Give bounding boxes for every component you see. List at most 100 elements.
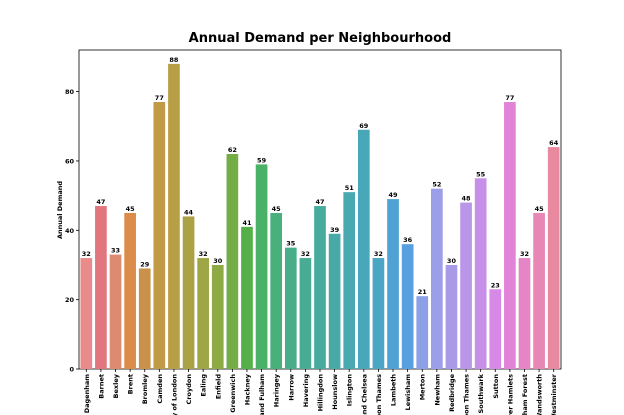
- value-label: 69: [359, 122, 369, 130]
- bar: [109, 254, 122, 369]
- bar: [124, 212, 136, 369]
- bar: [153, 102, 166, 370]
- bar: [314, 206, 326, 369]
- y-tick-label: 0: [69, 366, 74, 374]
- value-label: 55: [476, 170, 486, 178]
- x-tick-label: Greenwich: [229, 374, 237, 413]
- x-tick-label: Hackney: [243, 373, 251, 405]
- value-label: 44: [184, 208, 194, 216]
- value-label: 41: [242, 219, 252, 227]
- bar: [80, 258, 93, 369]
- x-tick-label: Havering: [302, 374, 310, 408]
- y-tick-label: 40: [65, 227, 75, 235]
- x-tick-label: Bromley: [141, 373, 149, 404]
- x-tick-label: Redbridge: [448, 373, 456, 411]
- bar: [489, 289, 502, 369]
- value-label: 77: [505, 94, 514, 102]
- x-tick-label: ltham Forest: [521, 374, 529, 415]
- x-tick-label: Harrow: [287, 374, 295, 401]
- bar: [226, 154, 239, 369]
- bar: [357, 129, 370, 369]
- value-label: 48: [462, 195, 472, 203]
- bar: [533, 212, 545, 369]
- x-tick-label: Ealing: [200, 374, 208, 397]
- bar: [445, 264, 458, 369]
- x-tick-label: Barnet: [97, 374, 105, 399]
- value-label: 59: [257, 156, 267, 164]
- x-tick-label: Croydon: [185, 374, 193, 405]
- x-tick-label: Haringey: [273, 373, 281, 407]
- value-label: 32: [374, 250, 383, 258]
- x-tick-label: Islington: [346, 374, 354, 407]
- bar: [431, 188, 443, 369]
- y-tick-label: 80: [65, 88, 75, 96]
- value-label: 45: [272, 205, 282, 213]
- value-label: 21: [418, 288, 428, 296]
- bar: [416, 296, 429, 369]
- bar: [95, 206, 107, 369]
- x-tick-label: Wandsworth: [536, 374, 544, 415]
- x-tick-label: pon Thames: [375, 374, 383, 415]
- bar: [474, 178, 487, 369]
- bar: [328, 233, 341, 369]
- bar: [518, 258, 531, 369]
- bar: [241, 226, 253, 369]
- value-label: 33: [111, 247, 120, 255]
- value-label: 47: [315, 198, 324, 206]
- value-label: 29: [140, 260, 150, 268]
- x-tick-label: Merton: [419, 374, 427, 401]
- bar: [255, 164, 268, 369]
- value-label: 32: [301, 250, 310, 258]
- value-label: 39: [330, 226, 340, 234]
- x-tick-label: wer Hamlets: [506, 374, 514, 415]
- bar: [270, 212, 283, 369]
- value-label: 32: [199, 250, 208, 258]
- bar: [547, 147, 560, 369]
- x-tick-label: pon Thames: [463, 374, 471, 415]
- value-label: 32: [520, 250, 529, 258]
- x-tick-label: Lewisham: [404, 374, 412, 411]
- x-tick-label: Bexley: [112, 373, 120, 398]
- value-label: 77: [155, 94, 164, 102]
- bar: [168, 63, 180, 369]
- bar: [197, 258, 209, 369]
- x-tick-label: Hounslow: [331, 374, 339, 410]
- bar: [387, 199, 399, 369]
- value-label: 36: [403, 236, 413, 244]
- x-tick-label: and Fulham: [258, 374, 266, 415]
- value-label: 45: [535, 205, 545, 213]
- x-tick-label: Southwark: [477, 373, 485, 413]
- value-label: 64: [549, 139, 559, 147]
- value-label: 45: [126, 205, 136, 213]
- chart-title: Annual Demand per Neighbourhood: [189, 31, 452, 46]
- x-tick-label: Camden: [156, 374, 164, 404]
- x-tick-label: d Dagenham: [83, 374, 91, 415]
- x-tick-label: Newham: [433, 374, 441, 406]
- value-label: 30: [447, 257, 457, 265]
- x-tick-label: Brent: [127, 374, 135, 394]
- x-tick-label: Sutton: [492, 374, 500, 399]
- value-label: 49: [389, 191, 399, 199]
- bar: [211, 264, 224, 369]
- value-label: 47: [96, 198, 105, 206]
- x-tick-label: Lambeth: [390, 374, 398, 406]
- bar: [460, 202, 472, 369]
- bar: [299, 258, 312, 369]
- bar: [284, 247, 297, 369]
- bar: [343, 192, 356, 369]
- bar: [372, 258, 385, 369]
- x-tick-label: Westminster: [550, 373, 558, 415]
- value-label: 52: [432, 181, 441, 189]
- value-label: 51: [345, 184, 355, 192]
- x-tick-label: Hillingdon: [317, 374, 325, 412]
- x-tick-label: and Chelsea: [360, 374, 368, 415]
- x-tick-label: Enfield: [214, 374, 222, 400]
- value-label: 32: [82, 250, 91, 258]
- value-label: 35: [286, 240, 296, 248]
- y-tick-label: 20: [65, 296, 75, 304]
- value-label: 88: [169, 56, 179, 64]
- y-tick-label: 60: [65, 157, 75, 165]
- x-tick-label: ty of London: [170, 374, 178, 415]
- value-label: 23: [491, 281, 500, 289]
